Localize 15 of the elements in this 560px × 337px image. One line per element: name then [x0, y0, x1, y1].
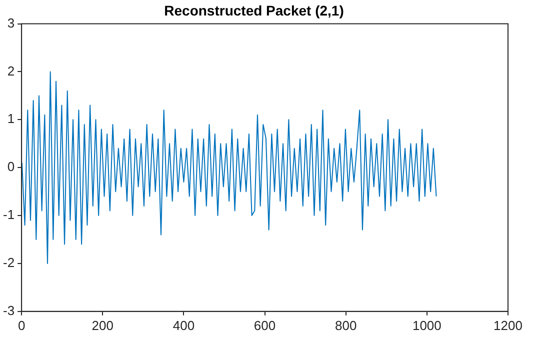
x-tick-label: 0 — [18, 318, 26, 333]
x-tick-label: 200 — [92, 318, 114, 333]
y-tick-label: 3 — [7, 15, 15, 30]
x-tick-label: 800 — [335, 318, 357, 333]
x-tick-label: 400 — [172, 318, 195, 333]
y-tick-label: 0 — [7, 159, 15, 174]
y-tick-label: -3 — [2, 302, 15, 318]
y-tick-label: -2 — [2, 255, 15, 270]
y-tick-label: 1 — [7, 111, 15, 126]
chart-title: Reconstructed Packet (2,1) — [164, 2, 344, 18]
x-tick-label: 1000 — [412, 318, 442, 333]
y-tick-label: -1 — [2, 207, 15, 222]
x-tick-label: 1200 — [494, 318, 522, 333]
y-tick-label: 2 — [7, 63, 15, 78]
x-tick-label: 600 — [254, 318, 276, 333]
